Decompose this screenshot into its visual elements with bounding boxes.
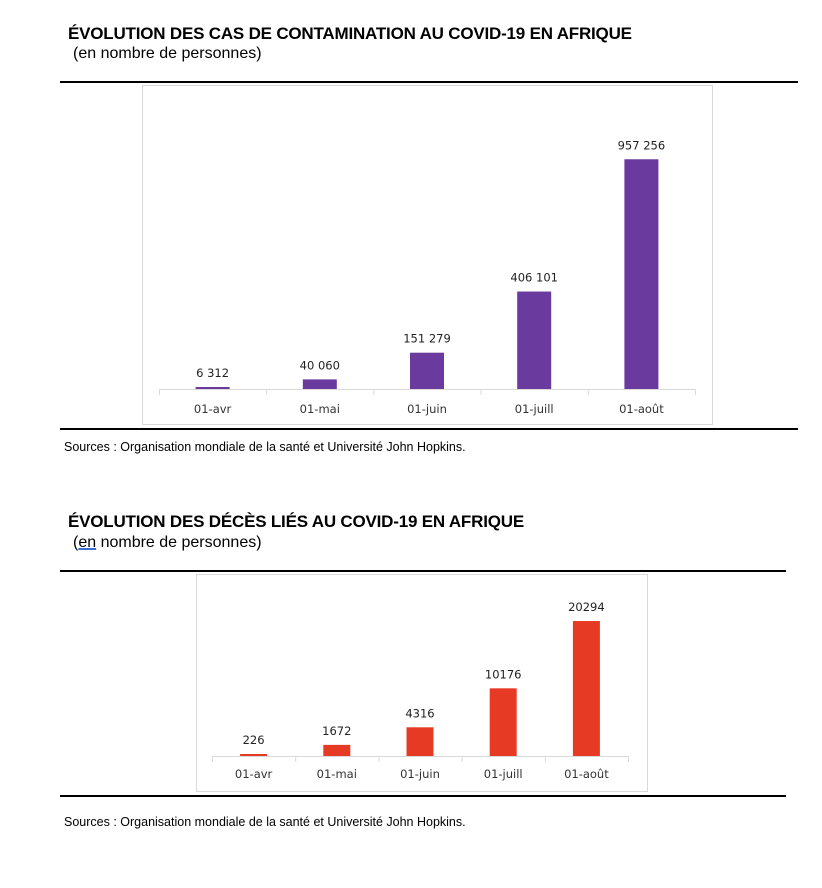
chart2-subtitle-prefix: ( [73, 534, 79, 551]
chart2-bar [489, 688, 517, 756]
chart2-x-tick-label: 01-août [564, 767, 609, 781]
chart1-frame: 6 312 01-avr 40 060 01-mai 151 279 01-juin 406… [142, 85, 713, 425]
chart1-bar [302, 379, 337, 389]
chart2-data-label: 20294 [568, 600, 605, 614]
chart2-data-label: 226 [243, 733, 265, 747]
chart1-x-tick-label: 01-avr [194, 402, 232, 416]
chart2-bar [406, 727, 434, 756]
chart1-data-label: 6 312 [196, 366, 229, 380]
chart1-bar [517, 291, 552, 389]
chart1-x-tick-label: 01-mai [300, 402, 340, 416]
chart1-bottom-rule [60, 428, 798, 430]
chart1-data-label: 406 101 [510, 271, 558, 285]
chart2-x-tick-label: 01-mai [317, 767, 357, 781]
chart2-subtitle-rest: nombre de personnes) [96, 534, 262, 551]
chart2-frame: 226 01-avr 1672 01-mai 4316 01-juin 10176 01-ju… [196, 574, 648, 792]
chart1-bar [410, 352, 444, 389]
chart1-data-label: 957 256 [618, 138, 666, 152]
chart2-bar [323, 744, 351, 756]
chart1-top-rule [60, 81, 798, 83]
chart2-data-label: 4316 [405, 706, 434, 720]
chart2-x-tick-label: 01-juill [484, 767, 523, 781]
chart1-subtitle: (en nombre de personnes) [73, 45, 262, 62]
chart2-bottom-rule [60, 795, 786, 797]
chart1-bar [195, 387, 230, 389]
chart2-top-rule [60, 570, 786, 572]
chart1-x-tick-label: 01-juin [407, 402, 447, 416]
chart2-x-tick-label: 01-juin [400, 767, 440, 781]
chart2-subtitle-underlined: en [78, 534, 97, 551]
chart1-x-tick-label: 01-août [619, 402, 664, 416]
chart1-source: Sources : Organisation mondiale de la sa… [64, 440, 466, 454]
chart2-svg: 226 01-avr 1672 01-mai 4316 01-juin 10176 01-ju… [212, 600, 629, 781]
chart1-data-label: 40 060 [300, 358, 340, 372]
chart2-data-label: 1672 [322, 724, 351, 738]
chart2-data-label: 10176 [485, 667, 522, 681]
chart2-x-tick-label: 01-avr [235, 767, 273, 781]
chart1-x-tick-label: 01-juill [515, 402, 554, 416]
chart1-title: ÉVOLUTION DES CAS DE CONTAMINATION AU CO… [68, 24, 632, 43]
chart1-svg: 6 312 01-avr 40 060 01-mai 151 279 01-juin 406… [159, 138, 696, 416]
chart2-subtitle: (en nombre de personnes) [73, 534, 262, 552]
chart2-bar [240, 754, 268, 756]
chart2-title: ÉVOLUTION DES DÉCÈS LIÉS AU COVID-19 EN … [68, 512, 524, 531]
chart1-data-label: 151 279 [403, 332, 451, 346]
chart1-bar [624, 159, 659, 389]
chart2-bar [572, 621, 600, 756]
chart2-source: Sources : Organisation mondiale de la sa… [64, 815, 466, 829]
